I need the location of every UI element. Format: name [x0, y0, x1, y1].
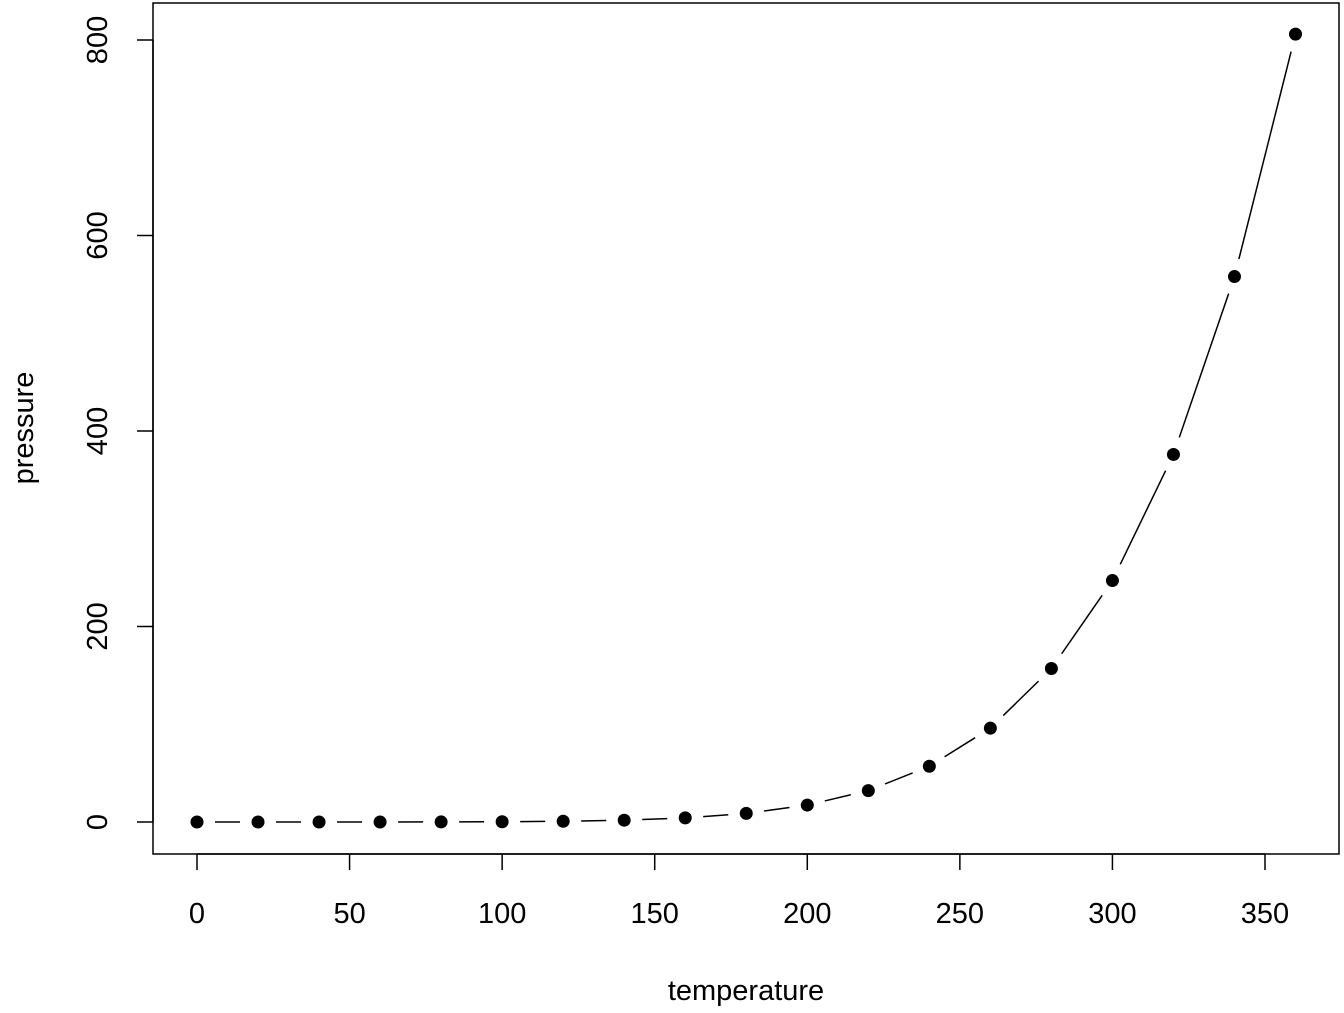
- data-point: [679, 811, 692, 824]
- series-segment: [703, 815, 728, 817]
- series-segment: [945, 738, 975, 757]
- series-segment: [1179, 294, 1228, 438]
- data-point: [801, 799, 814, 812]
- series-segment: [1062, 595, 1103, 653]
- data-point: [435, 815, 448, 828]
- x-tick-label: 250: [936, 898, 984, 930]
- x-tick-label: 0: [189, 898, 205, 930]
- data-point: [1228, 270, 1241, 283]
- x-tick-label: 100: [478, 898, 526, 930]
- series-segment: [825, 795, 851, 801]
- x-tick-label: 200: [783, 898, 831, 930]
- data-point: [984, 722, 997, 735]
- series-segment: [1239, 52, 1291, 260]
- x-tick-label: 350: [1241, 898, 1289, 930]
- data-point: [1106, 574, 1119, 587]
- series-segment: [1003, 681, 1038, 715]
- y-tick-label: 600: [82, 211, 114, 259]
- x-axis: 0 50 100 150 200 250 300 350: [189, 854, 1289, 930]
- y-tick-label: 0: [82, 814, 114, 830]
- data-point: [1289, 28, 1302, 41]
- plot-frame: [153, 3, 1339, 854]
- x-tick-label: 150: [631, 898, 679, 930]
- y-tick-label: 400: [82, 407, 114, 455]
- y-tick-label: 800: [82, 16, 114, 64]
- data-point: [618, 814, 631, 827]
- series-segment: [642, 819, 667, 820]
- series-segment: [885, 773, 913, 784]
- data-point: [1167, 448, 1180, 461]
- data-point: [1045, 662, 1058, 675]
- data-point: [557, 815, 570, 828]
- y-axis: 0 200 400 600 800: [82, 16, 153, 830]
- data-point: [496, 815, 509, 828]
- series-points: [191, 28, 1303, 829]
- x-tick-label: 50: [333, 898, 365, 930]
- data-point: [252, 815, 265, 828]
- y-tick-label: 200: [82, 602, 114, 650]
- y-axis-label: pressure: [8, 372, 40, 485]
- series-segment: [1120, 471, 1165, 565]
- data-point: [923, 760, 936, 773]
- data-point: [191, 815, 204, 828]
- data-point: [740, 807, 753, 820]
- x-tick-label: 300: [1088, 898, 1136, 930]
- data-point: [862, 784, 875, 797]
- data-point: [313, 815, 326, 828]
- data-point: [374, 815, 387, 828]
- x-axis-label: temperature: [668, 975, 824, 1007]
- series-lines: [215, 52, 1291, 822]
- series-segment: [764, 808, 789, 811]
